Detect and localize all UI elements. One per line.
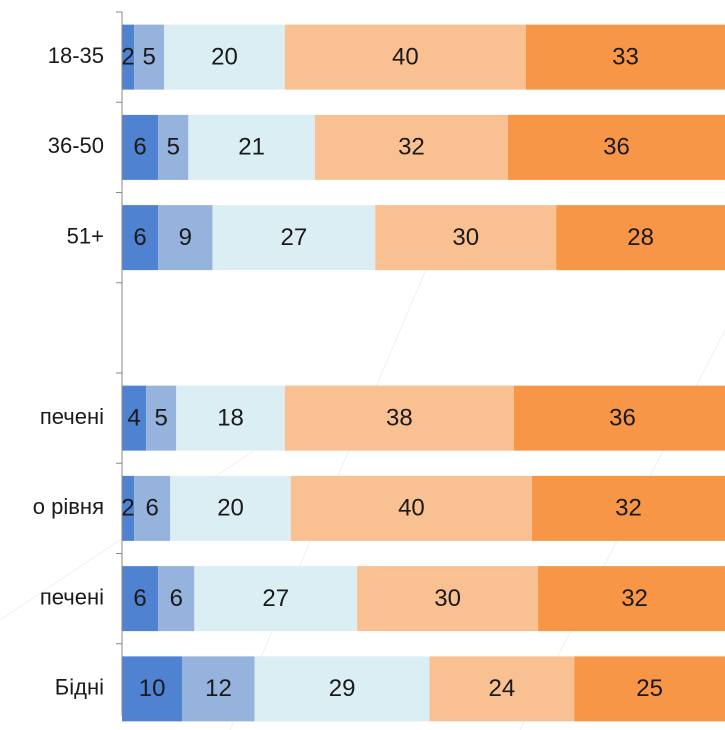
- bar-segment: [158, 205, 213, 271]
- data-label: 32: [615, 495, 642, 522]
- bar-segment: [513, 385, 725, 451]
- bar-segment: [158, 566, 195, 632]
- bar-segment: [314, 114, 508, 180]
- bar-segment: [556, 205, 725, 271]
- bar-segment: [122, 24, 135, 90]
- y-tick-label: 36-50: [48, 133, 104, 158]
- bar-segment: [134, 24, 165, 90]
- bar-segment: [188, 114, 315, 180]
- data-label: 24: [489, 675, 516, 702]
- data-label: 6: [133, 134, 146, 161]
- data-label: 2: [121, 495, 134, 522]
- data-label: 33: [612, 43, 639, 70]
- y-tick-label: 51+: [67, 223, 104, 248]
- data-label: 40: [392, 43, 419, 70]
- data-label: 20: [217, 495, 244, 522]
- bar-segment: [170, 475, 291, 541]
- bar-segment: [134, 475, 171, 541]
- data-label: 9: [179, 224, 192, 251]
- data-label: 6: [170, 585, 183, 612]
- bar-segment: [122, 475, 135, 541]
- data-label: 5: [155, 404, 168, 431]
- data-label: 21: [238, 134, 265, 161]
- bar-segment: [507, 114, 725, 180]
- bar-segment: [284, 24, 527, 90]
- bar-segment: [375, 205, 557, 271]
- data-label: 25: [636, 675, 663, 702]
- data-label: 20: [211, 43, 238, 70]
- bar-segment: [122, 656, 183, 722]
- bar-segment: [254, 656, 430, 722]
- data-label: 27: [281, 224, 308, 251]
- data-label: 29: [329, 675, 356, 702]
- data-label: 6: [133, 224, 146, 251]
- data-label: 2: [121, 43, 134, 70]
- y-tick-label: Бідні: [55, 675, 104, 700]
- data-label: 5: [142, 43, 155, 70]
- bar-segment: [182, 656, 255, 722]
- data-label: 36: [603, 134, 630, 161]
- data-label: 32: [398, 134, 425, 161]
- data-label: 32: [621, 585, 648, 612]
- y-tick-label: печені: [40, 404, 104, 429]
- bar-segment: [164, 24, 285, 90]
- bar-segment: [212, 205, 376, 271]
- bar-segment: [158, 114, 189, 180]
- bar-segment: [538, 566, 725, 632]
- bar-segment: [526, 24, 725, 90]
- data-label: 18: [217, 404, 244, 431]
- bar-segment: [194, 566, 358, 632]
- data-label: 10: [139, 675, 166, 702]
- bar-segment: [574, 656, 725, 722]
- data-label: 5: [167, 134, 180, 161]
- bar-segment: [290, 475, 533, 541]
- data-label: 36: [609, 404, 636, 431]
- bar-segment: [532, 475, 725, 541]
- data-label: 27: [262, 585, 289, 612]
- bar-segment: [357, 566, 539, 632]
- bar-segment: [176, 385, 285, 451]
- data-label: 6: [133, 585, 146, 612]
- data-label: 4: [127, 404, 140, 431]
- data-label: 30: [434, 585, 461, 612]
- bar-segment: [122, 114, 159, 180]
- data-label: 28: [627, 224, 654, 251]
- bar-segment: [429, 656, 575, 722]
- data-label: 6: [145, 495, 158, 522]
- data-label: 30: [452, 224, 479, 251]
- y-tick-label: печені: [40, 584, 104, 609]
- bar-segment: [146, 385, 177, 451]
- bar-segment: [284, 385, 514, 451]
- y-tick-label: о рівня: [33, 494, 104, 519]
- bar-segment: [122, 385, 147, 451]
- data-label: 40: [398, 495, 425, 522]
- data-label: 38: [386, 404, 413, 431]
- bar-segment: [122, 566, 159, 632]
- y-tick-label: 18-35: [48, 43, 104, 68]
- data-label: 12: [205, 675, 232, 702]
- bar-segment: [122, 205, 159, 271]
